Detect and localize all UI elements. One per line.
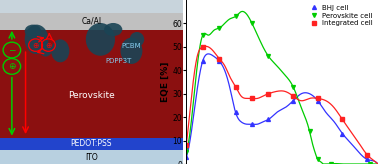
Integrated cell [340,119,345,121]
BHJ cell [266,119,271,121]
Perovskite cell [233,15,238,17]
BHJ cell [217,60,222,62]
Perovskite cell [329,163,334,164]
Y-axis label: EQE [%]: EQE [%] [161,62,170,102]
Integrated cell [316,97,320,99]
Perovskite cell [367,163,372,164]
BHJ cell [316,100,320,102]
Integrated cell [200,46,205,48]
Text: ⊕: ⊕ [8,62,15,71]
Ellipse shape [121,38,143,64]
Integrated cell [291,95,295,97]
Ellipse shape [130,32,144,47]
Text: ITO: ITO [85,153,98,162]
Text: PEDOT:PSS: PEDOT:PSS [71,140,112,148]
Line: BHJ cell: BHJ cell [184,59,369,161]
Perovskite cell [266,55,271,57]
Bar [0,30,183,138]
Integrated cell [266,93,271,95]
Bar [0,13,183,30]
Text: Ca/Al: Ca/Al [81,17,101,26]
Legend: BHJ cell, Perovskite cell, Integrated cell: BHJ cell, Perovskite cell, Integrated ce… [307,3,375,28]
Line: Integrated cell: Integrated cell [184,45,369,157]
Bar [0,138,183,150]
BHJ cell [200,60,205,62]
BHJ cell [365,158,369,160]
Text: PCBM: PCBM [122,43,141,49]
Text: PDPP3T: PDPP3T [105,58,132,64]
Integrated cell [250,97,254,99]
Perovskite cell [250,22,254,24]
Integrated cell [233,86,238,88]
Text: ⊕: ⊕ [45,41,51,50]
Text: ⊕: ⊕ [33,41,39,50]
Perovskite cell [200,34,205,36]
Bar [0,150,183,164]
Bar [0,0,183,13]
Integrated cell [217,58,222,60]
BHJ cell [250,123,254,125]
Ellipse shape [25,25,41,38]
Perovskite cell [217,27,222,29]
Integrated cell [365,154,369,156]
Ellipse shape [25,25,48,54]
Text: Perovskite: Perovskite [68,91,115,100]
BHJ cell [291,100,295,102]
BHJ cell [184,156,189,158]
Perovskite cell [307,130,312,132]
Perovskite cell [291,86,295,88]
Ellipse shape [86,23,115,56]
BHJ cell [233,112,238,113]
Perovskite cell [184,151,189,153]
Integrated cell [184,144,189,146]
Perovskite cell [316,158,320,160]
Line: Perovskite cell: Perovskite cell [184,14,372,164]
Ellipse shape [104,23,122,36]
BHJ cell [340,133,345,134]
Ellipse shape [39,42,52,57]
Ellipse shape [51,39,70,62]
Text: −: − [8,46,15,54]
